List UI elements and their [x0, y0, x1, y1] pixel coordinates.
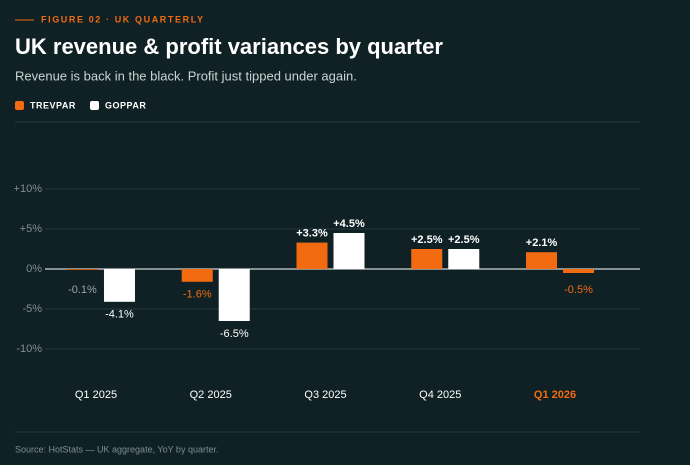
- source: Source: HotStats — UK aggregate, YoY by …: [15, 444, 218, 454]
- value-label: +2.5%: [411, 234, 443, 246]
- bar: [526, 252, 558, 269]
- bar: [103, 269, 135, 302]
- value-label: -4.1%: [105, 309, 134, 321]
- value-label: -0.5%: [564, 284, 593, 296]
- legend-swatch: [15, 101, 24, 110]
- bar: [181, 269, 213, 282]
- value-label: -6.5%: [220, 328, 249, 340]
- bar: [563, 269, 595, 273]
- eyebrow: FIGURE 02 · UK QUARTERLY: [41, 14, 205, 24]
- chart-subtitle: Revenue is back in the black. Profit jus…: [15, 68, 357, 83]
- chart-title: UK revenue & profit variances by quarter: [15, 34, 443, 59]
- y-tick-label: +10%: [14, 183, 43, 195]
- y-tick-label: +5%: [20, 223, 43, 235]
- value-label: -0.1%: [68, 284, 97, 296]
- x-tick-label: Q3 2025: [304, 389, 346, 401]
- x-tick-label: Q4 2025: [419, 389, 461, 401]
- bar: [411, 249, 443, 269]
- legend-label: TREVPAR: [30, 100, 76, 110]
- legend-label: GOPPAR: [105, 100, 146, 110]
- y-tick-label: 0%: [26, 263, 42, 275]
- value-label: +2.5%: [448, 234, 480, 246]
- value-label: +3.3%: [296, 228, 328, 240]
- x-tick-label: Q1 2026: [534, 389, 576, 401]
- value-label: +4.5%: [333, 218, 365, 230]
- bar: [66, 269, 98, 270]
- legend-swatch: [90, 101, 99, 110]
- y-tick-label: -5%: [22, 303, 42, 315]
- bar: [448, 249, 480, 269]
- x-tick-label: Q1 2025: [75, 389, 117, 401]
- y-tick-label: -10%: [16, 343, 42, 355]
- value-label: -1.6%: [183, 289, 212, 301]
- x-tick-label: Q2 2025: [190, 389, 232, 401]
- bar: [296, 242, 328, 269]
- bar: [218, 269, 250, 321]
- bar: [333, 233, 365, 269]
- value-label: +2.1%: [526, 237, 558, 249]
